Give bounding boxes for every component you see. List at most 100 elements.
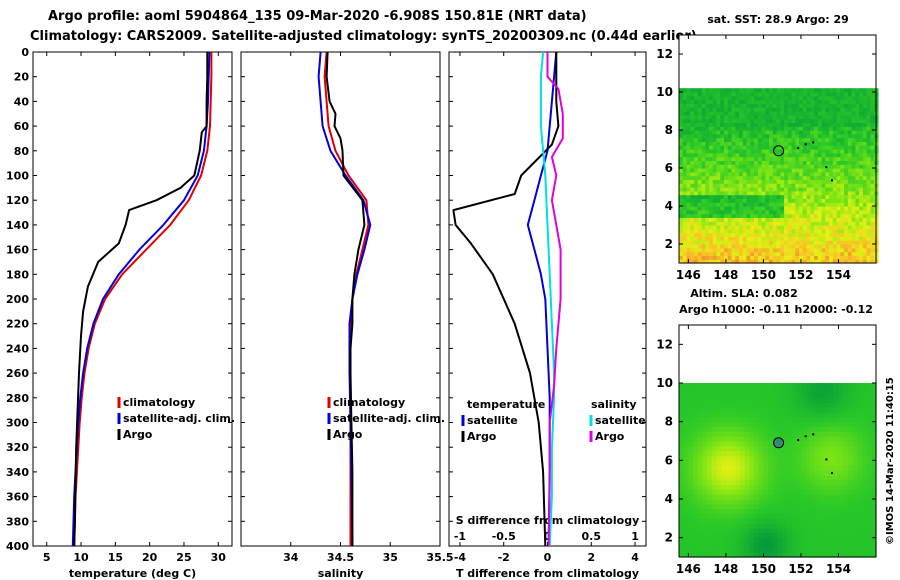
map-cell [768,518,774,524]
map-cell [840,107,845,112]
map-cell [769,225,774,230]
map-cell [861,479,868,486]
map-cell [697,552,704,558]
map-cell [709,114,714,120]
map-cell [772,107,778,112]
map-cell [731,130,736,135]
map-cell [847,175,853,180]
map-cell [819,552,825,558]
map-cell [786,479,793,486]
map-cell [859,259,864,264]
map-cell [838,455,844,461]
map-cell [765,130,770,135]
map-cell [716,130,721,135]
map-cell [682,145,688,150]
map-cell [754,426,760,432]
map-cell [870,88,875,93]
map-cell [843,445,849,452]
map-cell [862,168,868,173]
map-cell [810,244,815,249]
map-cell [859,183,864,188]
map-cell [870,179,875,184]
map-cell [806,111,811,116]
map-cell [735,508,741,515]
map-cell [750,255,755,260]
map-cell [801,508,807,515]
map-cell [802,194,808,199]
map-cell [859,111,864,116]
map-cell [716,445,722,452]
map-cell [709,126,714,131]
map-cell [735,152,740,158]
map-cell [847,537,854,544]
map-cell [806,247,811,253]
map-cell [870,164,875,169]
map-cell [836,95,841,101]
map-cell [861,412,868,418]
map-cell [744,465,750,471]
map-cell [832,171,838,177]
map-cell [862,171,868,177]
map-cell [829,175,834,180]
map-cell [833,518,840,524]
map-cell [744,479,750,486]
map-cell [780,107,785,112]
map-cell [754,494,760,500]
map-cell [679,450,685,457]
map-cell [725,537,732,544]
map-cell [855,99,860,104]
map-cell [750,171,755,177]
map-cell [866,198,871,203]
map-cell [686,202,691,207]
map-cell [791,111,796,116]
map-cell [757,88,763,93]
map-cell [847,479,854,486]
map-cell [838,402,844,408]
map-cell [851,171,856,177]
map-cell [682,206,688,211]
map-cell [784,206,789,211]
map-cell [824,412,830,418]
map-cell [735,259,740,264]
map-cell [802,114,808,120]
map-cell [836,206,841,211]
map-cell [746,171,751,177]
map-cell [702,465,708,471]
map-cell [847,392,854,399]
map-cell [697,179,703,184]
map-cell [814,228,819,234]
map-cell [802,255,808,260]
map-cell [810,532,816,539]
map-cell [847,114,853,120]
map-cell [819,494,825,500]
map-cell [690,259,695,264]
map-cell [754,149,759,154]
map-cell [787,122,793,127]
map-cell [791,412,797,418]
map-cell [746,247,751,253]
map-cell [690,228,695,234]
map-cell [705,152,710,158]
map-cell [862,187,868,192]
map-cell [851,198,856,203]
map-cell [720,88,725,93]
map-cell [772,421,779,428]
map-cell [690,95,695,101]
map-cell [802,217,808,222]
map-cell [787,152,793,158]
map-cell [679,470,685,476]
map-cell [746,99,751,104]
legend-label: satellite [467,414,518,427]
map-cell [832,152,838,158]
map-cell [815,494,821,500]
map-cell [705,213,710,218]
map-cell [840,130,845,135]
map-cell [702,421,708,428]
map-cell [836,118,841,123]
map-cell [776,118,781,123]
map-cell [721,484,727,490]
map-cell [805,513,811,519]
map-cell [805,387,811,394]
map-cell [735,518,741,524]
map-cell [707,537,713,544]
